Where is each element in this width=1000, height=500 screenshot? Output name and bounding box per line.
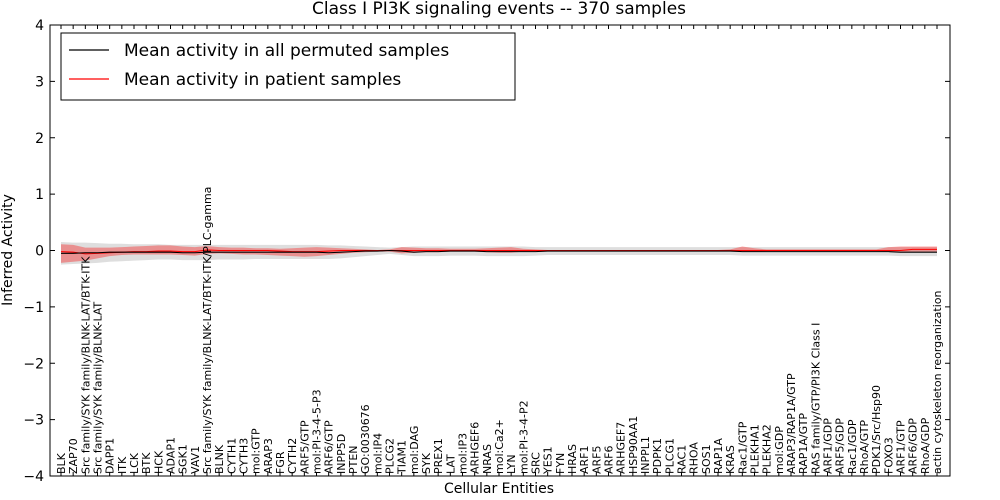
- x-tick-label: actin cytoskeleton reorganization: [931, 290, 944, 474]
- x-tick-label: ARF6/GTP: [323, 420, 336, 474]
- x-tick-label: LCK: [128, 452, 141, 474]
- y-tick-label: 4: [35, 18, 44, 34]
- x-tick-label: PLEKHA1: [749, 424, 762, 474]
- x-tick-label: mol:PI-3-4-P2: [517, 400, 530, 474]
- x-tick-label: ARF6/GDP: [907, 418, 920, 474]
- band-patient: [61, 244, 937, 263]
- x-tick-label: BLNK: [213, 444, 226, 474]
- x-tick-label: ADAP1: [165, 437, 178, 474]
- x-tick-label: HRAS: [566, 444, 579, 474]
- x-tick-label: ARAP3/RAP1A/GTP: [785, 373, 798, 474]
- x-tick-label: CYTH3: [238, 438, 251, 474]
- x-tick-label: ARHGEF7: [615, 422, 628, 474]
- x-tick-label: PLCG2: [384, 438, 397, 474]
- y-tick-label: −1: [23, 300, 44, 316]
- x-tick-label: RAC1: [676, 445, 689, 474]
- x-tick-label: mol:DAG: [408, 426, 421, 474]
- legend-label-permuted: Mean activity in all permuted samples: [124, 41, 449, 61]
- x-tick-label: Src family/SYK family/BLNK-LAT/BTK-ITK: [79, 256, 92, 474]
- x-tick-label: mol:PI-3-4-5-P3: [311, 389, 324, 474]
- x-tick-label: RhoA/GDP: [919, 417, 932, 474]
- series-lines: [60, 248, 937, 255]
- x-axis: BLK ZAP70 Src family/SYK family/BLNK-LAT/B…: [55, 25, 944, 476]
- legend-box: [60, 32, 516, 101]
- x-tick-label: mol:IP4: [371, 433, 384, 474]
- line-permuted: [61, 249, 937, 254]
- x-tick-label: Src family/SYK family/BLNK-LAT/BTK-ITK/P…: [201, 187, 214, 474]
- x-tick-label: SGK1: [177, 444, 190, 474]
- line-patient: [60, 248, 937, 255]
- x-tick-label: ITK: [116, 456, 129, 474]
- x-tick-label: RHOA: [688, 442, 701, 474]
- x-tick-label: PDPK1: [651, 438, 664, 474]
- x-tick-label: PDK1/Src/Hsp90: [870, 385, 883, 474]
- x-tick-label: HSP90AA1: [627, 416, 640, 474]
- y-tick-label: −4: [23, 469, 44, 485]
- x-tick-label: BLK: [55, 452, 68, 474]
- x-tick-label: FYN: [554, 453, 567, 474]
- legend-label-patient: Mean activity in patient samples: [124, 70, 401, 90]
- x-tick-label: CYTH2: [286, 438, 299, 474]
- x-tick-label: PLEKHA2: [761, 424, 774, 474]
- x-tick-label: FOXO3: [882, 437, 895, 474]
- x-tick-label: mol:IP3: [457, 433, 470, 474]
- x-tick-label: RhoA/GTP: [858, 420, 871, 474]
- x-tick-label: ARF5: [590, 446, 603, 475]
- y-tick-label: 0: [35, 244, 44, 260]
- x-tick-label: VAV1: [189, 446, 202, 474]
- x-tick-label: Rac1/GDP: [846, 419, 859, 474]
- x-tick-label: LAT: [444, 454, 457, 474]
- y-axis-label: Inferred Activity: [0, 194, 16, 306]
- y-axis: −4 −3 −2 −1 0 1 2 3 4: [23, 18, 950, 485]
- x-tick-label: YES1: [542, 446, 555, 475]
- x-tick-label: ARF5/GTP: [298, 420, 311, 474]
- x-tick-label: ARF1: [578, 446, 591, 475]
- y-tick-label: 1: [35, 187, 44, 203]
- y-tick-label: 3: [35, 74, 44, 90]
- x-tick-label: GO:0030676: [359, 404, 372, 474]
- x-tick-label: RAP1A/GTP: [797, 413, 810, 474]
- x-tick-label: ARF6: [603, 446, 616, 475]
- x-tick-label: INPP5D: [335, 434, 348, 474]
- x-tick-label: ARF1/GDP: [822, 418, 835, 474]
- x-axis-label: Cellular Entities: [444, 481, 554, 497]
- x-tick-label: SRC: [530, 452, 543, 474]
- x-tick-label: Rac1/GTP: [736, 421, 749, 474]
- x-tick-label: INPPL1: [639, 436, 652, 474]
- x-tick-label: RAS family/GTP/PI3K Class I: [809, 323, 822, 474]
- plot-frame: [49, 24, 951, 477]
- x-tick-label: ARF5/GDP: [834, 418, 847, 474]
- x-tick-label: ARAP3: [262, 438, 275, 474]
- x-tick-label: PREX1: [432, 438, 445, 474]
- x-tick-label: TIAM1: [396, 440, 409, 475]
- x-tick-label: mol:GTP: [250, 428, 263, 474]
- x-tick-label: ZAP70: [67, 438, 80, 474]
- x-tick-label: BTK: [140, 452, 153, 474]
- x-tick-label: DAPP1: [104, 438, 117, 474]
- x-tick-label: RAP1A: [712, 438, 725, 474]
- x-tick-label: CYTH1: [225, 438, 238, 474]
- y-tick-label: −3: [23, 413, 44, 429]
- x-tick-label: PLCG1: [663, 438, 676, 474]
- legend: Mean activity in all permuted samples Me…: [60, 32, 516, 101]
- x-tick-label: mol:GDP: [773, 426, 786, 474]
- x-tick-label: FGR: [274, 451, 287, 474]
- band-permuted: [61, 242, 937, 265]
- x-tick-label: HCK: [152, 450, 165, 474]
- y-tick-label: 2: [35, 131, 44, 147]
- x-tick-label: SOS1: [700, 444, 713, 474]
- x-tick-label: SYK: [420, 452, 433, 474]
- x-tick-label: NRAS: [481, 444, 494, 474]
- x-tick-label: LYN: [505, 454, 518, 474]
- bands: [61, 242, 937, 265]
- x-tick-label: KRAS: [724, 445, 737, 474]
- x-tick-label: Src family/SYK family/BLNK-LAT: [92, 301, 105, 474]
- x-tick-label: mol:Ca2+: [493, 419, 506, 474]
- x-tick-label: ARF1/GTP: [895, 420, 908, 474]
- x-tick-label: PTEN: [347, 445, 360, 474]
- chart-title: Class I PI3K signaling events -- 370 sam…: [312, 0, 686, 19]
- x-tick-label: ARHGEF6: [469, 422, 482, 474]
- y-tick-label: −2: [23, 356, 44, 372]
